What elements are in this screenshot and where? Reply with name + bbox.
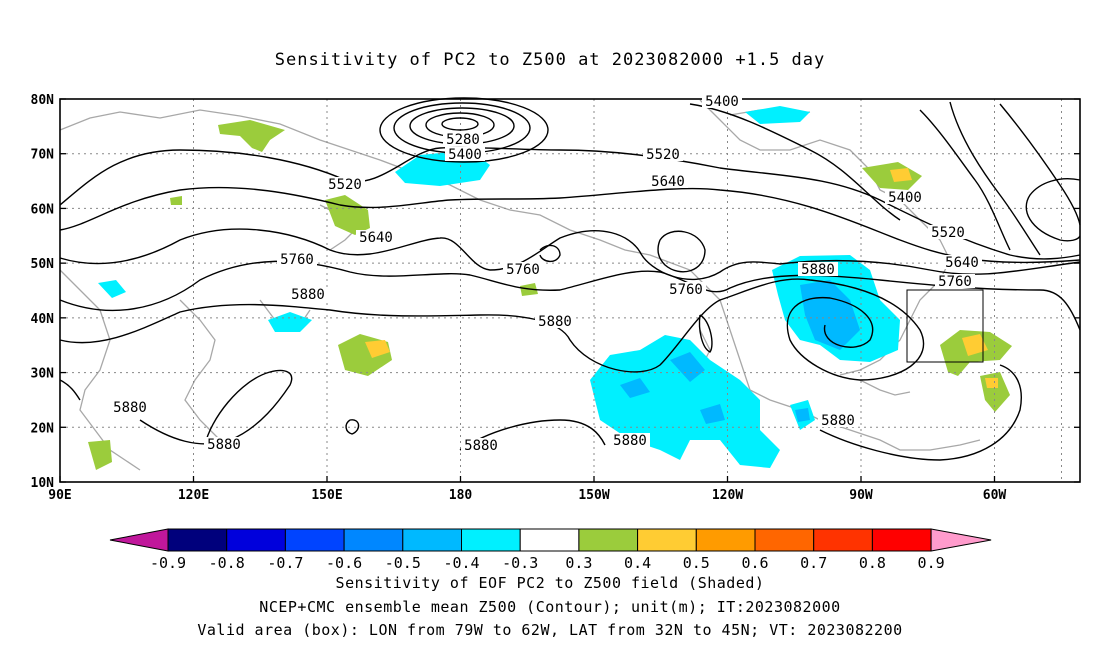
colorbar-segment bbox=[813, 528, 873, 552]
colorbar-label: -0.8 bbox=[209, 554, 245, 572]
lat-label: 30N bbox=[31, 367, 55, 382]
contour-label: 5400 bbox=[448, 147, 482, 163]
valid-area-box bbox=[906, 289, 984, 363]
contour-label: 5400 bbox=[705, 94, 739, 110]
latitude-axis: 80N 70N 60N 50N 40N 30N 20N 10N bbox=[31, 93, 1080, 491]
colorbar-label: 0.6 bbox=[741, 554, 768, 572]
colorbar-segment bbox=[167, 528, 228, 552]
contour-label: 5880 bbox=[613, 433, 647, 449]
colorbar-label: -0.3 bbox=[502, 554, 538, 572]
colorbar-segment bbox=[461, 528, 521, 552]
colorbar-label: -0.5 bbox=[385, 554, 421, 572]
colorbar-label: 0.7 bbox=[800, 554, 827, 572]
colorbar-left-tip bbox=[109, 528, 169, 552]
contour-label: 5520 bbox=[646, 147, 680, 163]
negative-sensitivity-shading bbox=[98, 106, 900, 468]
longitude-axis: 90E 120E 150E 180 150W 120W 90W 60W bbox=[48, 476, 1006, 503]
positive-sensitivity-shading bbox=[88, 120, 1012, 470]
contour-label: 5880 bbox=[801, 262, 835, 278]
contour-label: 5880 bbox=[821, 413, 855, 429]
lat-lon-grid bbox=[60, 99, 1080, 482]
contour-label: 5760 bbox=[506, 262, 540, 278]
lon-label: 180 bbox=[449, 488, 473, 503]
colorbar-segment bbox=[578, 528, 639, 552]
footer-line-2: NCEP+CMC ensemble mean Z500 (Contour); u… bbox=[259, 598, 841, 616]
contour-label: 5400 bbox=[888, 190, 922, 206]
colorbar-segment bbox=[754, 528, 815, 552]
lon-label: 90E bbox=[48, 488, 71, 503]
lat-label: 70N bbox=[31, 148, 55, 163]
colorbar-right-tip bbox=[930, 528, 992, 552]
lat-label: 40N bbox=[31, 312, 55, 327]
positive-sensitivity-core bbox=[365, 168, 998, 388]
lon-label: 150W bbox=[578, 488, 609, 503]
colorbar-segment bbox=[343, 528, 404, 552]
contour-label: 5880 bbox=[207, 437, 241, 453]
colorbar: -0.9 -0.8 -0.7 -0.6 -0.5 -0.4 -0.3 0.3 0.4 0.5 0.6… bbox=[109, 528, 992, 572]
colorbar-segment bbox=[695, 528, 756, 552]
lon-label: 60W bbox=[983, 488, 1007, 503]
lat-label: 60N bbox=[31, 202, 55, 217]
colorbar-label: 0.4 bbox=[624, 554, 651, 572]
contour-labels: 5280540054005400552055205520564056405640… bbox=[110, 94, 982, 454]
colorbar-label: -0.4 bbox=[443, 554, 479, 572]
colorbar-label: -0.6 bbox=[326, 554, 362, 572]
colorbar-segment bbox=[871, 528, 932, 552]
contour-label: 5880 bbox=[538, 314, 572, 330]
colorbar-label: -0.9 bbox=[150, 554, 186, 572]
footer-line-1: Sensitivity of EOF PC2 to Z500 field (Sh… bbox=[335, 574, 765, 592]
map-frame bbox=[59, 98, 1081, 483]
contour-label: 5640 bbox=[359, 230, 393, 246]
lat-label: 20N bbox=[31, 421, 55, 436]
z500-contours bbox=[59, 97, 1081, 461]
contour-label: 5880 bbox=[113, 400, 147, 416]
contour-label: 5520 bbox=[931, 225, 965, 241]
footer-line-3: Valid area (box): LON from 79W to 62W, L… bbox=[197, 621, 903, 639]
contour-label: 5640 bbox=[945, 255, 979, 271]
lat-label: 80N bbox=[31, 93, 55, 108]
contour-label: 5880 bbox=[464, 438, 498, 454]
colorbar-segment bbox=[226, 528, 286, 552]
lat-label: 10N bbox=[31, 476, 55, 491]
lon-label: 120E bbox=[178, 488, 209, 503]
contour-label: 5640 bbox=[651, 174, 685, 190]
lon-label: 150E bbox=[311, 488, 342, 503]
lon-label: 90W bbox=[849, 488, 873, 503]
contour-label: 5520 bbox=[328, 177, 362, 193]
colorbar-segment bbox=[284, 528, 345, 552]
lat-label: 50N bbox=[31, 257, 55, 272]
contour-label: 5760 bbox=[280, 252, 314, 268]
contour-label: 5280 bbox=[446, 132, 480, 148]
colorbar-segment bbox=[519, 528, 580, 552]
contour-label: 5880 bbox=[291, 287, 325, 303]
colorbar-segment bbox=[402, 528, 462, 552]
colorbar-label: 0.3 bbox=[565, 554, 592, 572]
chart-title: Sensitivity of PC2 to Z500 at 2023082000… bbox=[274, 50, 826, 70]
colorbar-label: 0.5 bbox=[683, 554, 710, 572]
colorbar-segment bbox=[637, 528, 697, 552]
colorbar-label: 0.8 bbox=[859, 554, 886, 572]
lon-label: 120W bbox=[712, 488, 743, 503]
contour-label: 5760 bbox=[669, 282, 703, 298]
colorbar-label: -0.7 bbox=[267, 554, 303, 572]
contour-label: 5760 bbox=[938, 274, 972, 290]
colorbar-label: 0.9 bbox=[918, 554, 945, 572]
